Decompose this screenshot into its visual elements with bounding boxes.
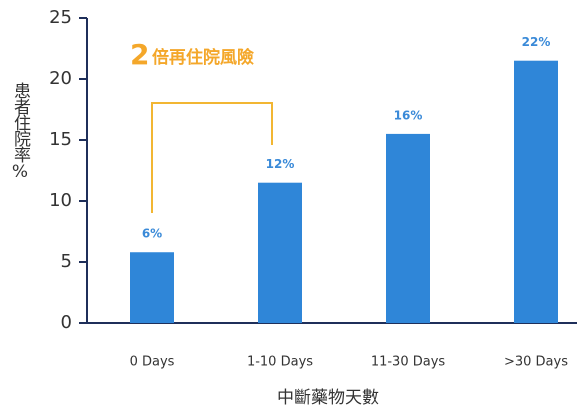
value-label: 16% — [394, 108, 423, 122]
y-tick-label: 15 — [49, 129, 72, 150]
y-axis-label: 患者住院率% — [10, 82, 31, 181]
x-axis-label: 中斷藥物天數 — [277, 388, 379, 408]
value-label: 12% — [266, 157, 295, 171]
x-tick-label: 0 Days — [130, 355, 175, 370]
x-tick-label: 1-10 Days — [247, 355, 313, 370]
bar — [514, 60, 558, 323]
y-tick-label: 0 — [61, 312, 72, 333]
annotation-text: 倍再住院風險 — [152, 47, 254, 68]
x-tick-label: 11-30 Days — [371, 355, 446, 370]
bar — [258, 182, 302, 323]
annotation-number: 2 — [130, 38, 149, 71]
y-tick-label: 10 — [49, 190, 72, 211]
y-tick-label: 20 — [49, 68, 72, 89]
value-label: 6% — [142, 227, 162, 241]
y-tick-label: 5 — [61, 251, 72, 272]
bracket — [151, 102, 273, 213]
y-tick-label: 25 — [49, 7, 72, 28]
bar — [386, 133, 430, 323]
bar — [130, 252, 174, 323]
value-label: 22% — [522, 35, 551, 49]
x-tick-label: >30 Days — [504, 355, 568, 370]
